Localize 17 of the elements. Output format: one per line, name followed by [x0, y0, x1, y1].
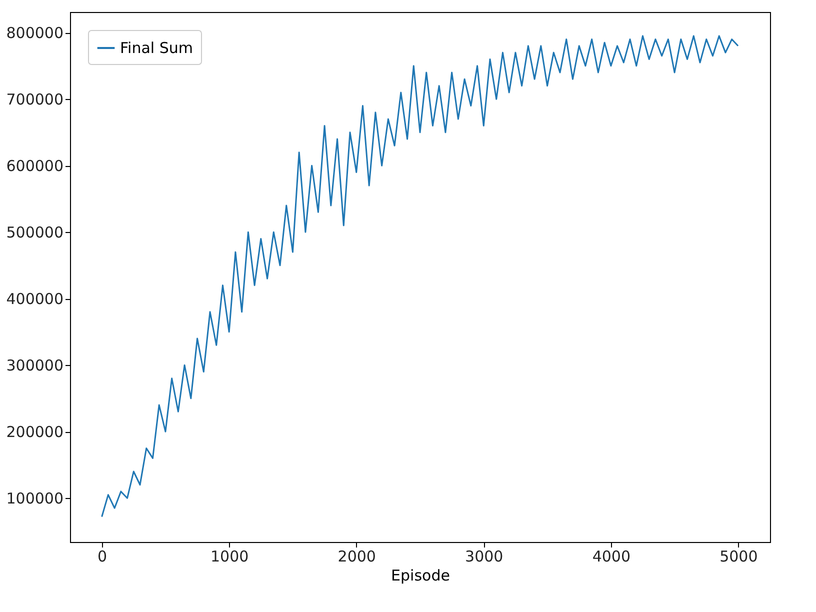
y-tick-label: 200000: [6, 423, 64, 442]
y-tick-label: 300000: [6, 356, 64, 375]
y-tick-label: 700000: [6, 90, 64, 109]
y-tick-label: 400000: [6, 290, 64, 308]
y-tick-label: 800000: [6, 24, 64, 42]
x-tick-label: 3000: [465, 548, 504, 566]
x-tick-label: 0: [98, 548, 108, 566]
x-tick-label: 5000: [720, 548, 758, 566]
x-tick-label: 1000: [210, 548, 249, 566]
legend-label: Final Sum: [120, 39, 193, 57]
x-axis-title: Episode: [391, 566, 450, 584]
y-tick-label: 600000: [6, 157, 64, 176]
x-tick-label: 4000: [592, 548, 631, 566]
line-series: [101, 35, 739, 518]
y-tick-label: 100000: [6, 490, 64, 508]
x-tick-label: 2000: [338, 548, 376, 566]
y-tick-label: 500000: [6, 224, 64, 242]
